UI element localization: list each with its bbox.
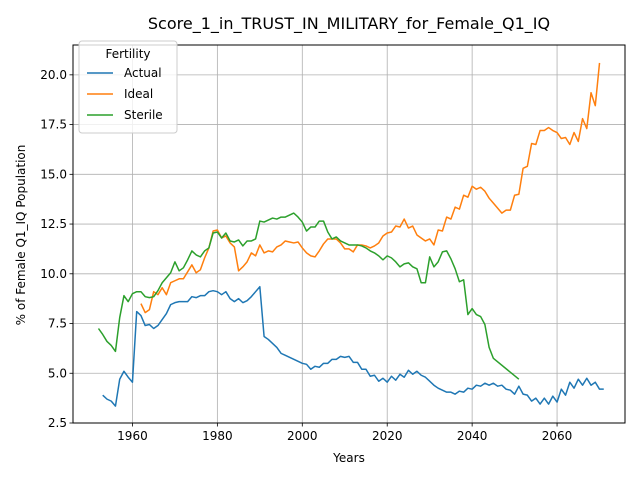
legend-label-actual: Actual [124,66,162,80]
x-tick-label: 1960 [117,429,148,443]
y-tick-label: 10.0 [40,267,67,281]
y-tick-label: 2.5 [48,416,67,430]
y-tick-label: 15.0 [40,167,67,181]
x-tick-label: 2000 [287,429,318,443]
y-axis-ticks: 2.5 5.0 7.5 10.0 12.5 15.0 17.5 20.0 [40,68,73,430]
series-line-actual [102,285,604,407]
series-lines [97,62,604,407]
legend-label-sterile: Sterile [124,108,163,122]
x-tick-label: 2040 [457,429,488,443]
plot-frame [72,44,626,424]
legend-items: Actual Ideal Sterile [87,66,163,122]
y-tick-label: 5.0 [48,366,67,380]
x-tick-label: 2020 [372,429,403,443]
grid [73,45,625,424]
legend: Fertility Actual Ideal Sterile [78,40,178,134]
y-tick-label: 17.5 [40,118,67,132]
x-tick-label: 1980 [202,429,233,443]
x-tick-label: 2060 [542,429,573,443]
y-tick-label: 7.5 [48,317,67,331]
series-line-sterile [97,212,520,380]
legend-box [78,40,178,134]
legend-title: Fertility [105,47,150,61]
y-axis-label: % of Female Q1_IQ Population [14,145,28,326]
y-tick-label: 20.0 [40,68,67,82]
x-axis-label: Years [332,451,365,465]
legend-label-ideal: Ideal [124,87,153,101]
x-axis-ticks: 1960 1980 2000 2020 2040 2060 [117,423,572,443]
chart-title: Score_1_in_TRUST_IN_MILITARY_for_Female_… [148,14,550,34]
series-line-ideal [140,62,601,314]
y-tick-label: 12.5 [40,217,67,231]
